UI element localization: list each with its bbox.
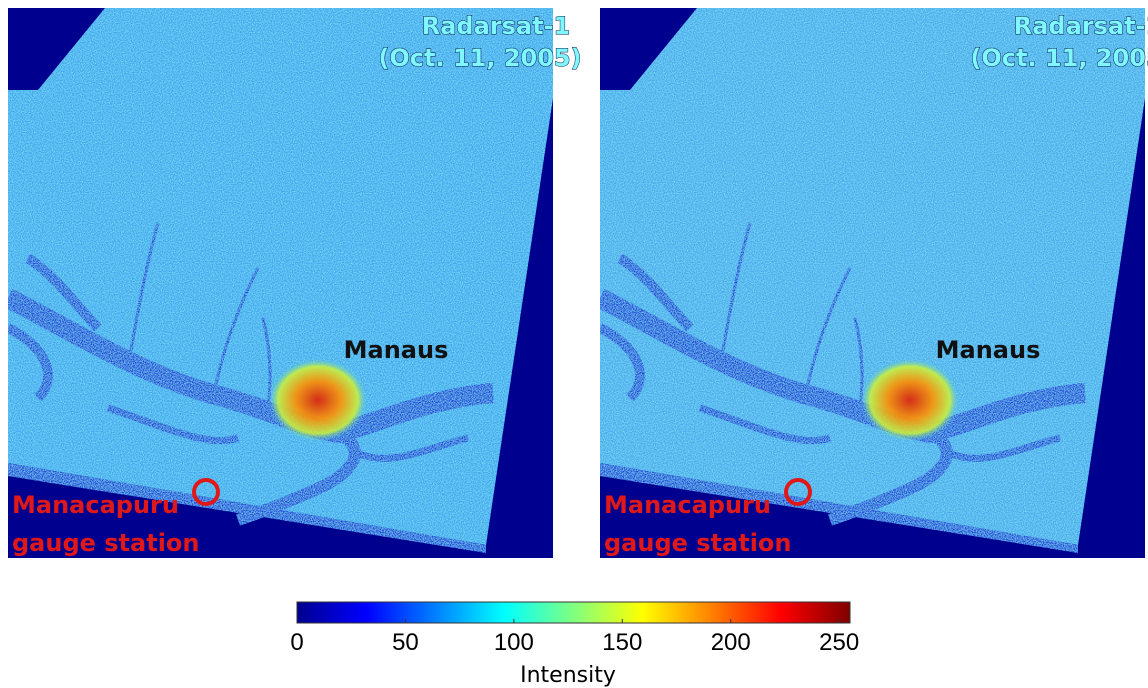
station-label: Manacapuru xyxy=(604,491,771,519)
panel-title: Radarsat-1 xyxy=(422,12,571,40)
panel-title: (Oct. 11, 2005) xyxy=(970,44,1148,72)
urban-area xyxy=(860,358,960,442)
figure: Radarsat-1 (Oct. 11, 2005) Manaus Manacapur… xyxy=(0,0,1148,688)
sar-panel: Radarsat-1 (Oct. 11, 2005) Manaus Manacapur… xyxy=(8,8,582,558)
colorbar xyxy=(297,602,850,623)
tick-label: 150 xyxy=(602,629,642,656)
tick-label: 0 xyxy=(290,629,303,656)
tick-label: 250 xyxy=(819,629,859,656)
scene xyxy=(8,8,553,545)
sar-image xyxy=(600,8,1145,553)
sar-panel: Radarsat-1 (Oct. 11, 2005) Manaus Manacapur… xyxy=(600,8,1148,558)
urban-area xyxy=(268,358,368,442)
panel-title: Radarsat-1 xyxy=(1014,12,1148,40)
station-label: Manacapuru xyxy=(12,491,179,519)
city-label: Manaus xyxy=(936,336,1041,364)
tick-label: 100 xyxy=(494,629,534,656)
panel-title: (Oct. 11, 2005) xyxy=(378,44,581,72)
station-label: gauge station xyxy=(12,529,200,557)
tick-label: 200 xyxy=(711,629,751,656)
tick-label: 50 xyxy=(392,629,419,656)
city-label: Manaus xyxy=(344,336,449,364)
sar-image xyxy=(8,8,553,553)
station-label: gauge station xyxy=(604,529,792,557)
scene xyxy=(600,8,1145,545)
colorbar-label: Intensity xyxy=(520,663,616,688)
